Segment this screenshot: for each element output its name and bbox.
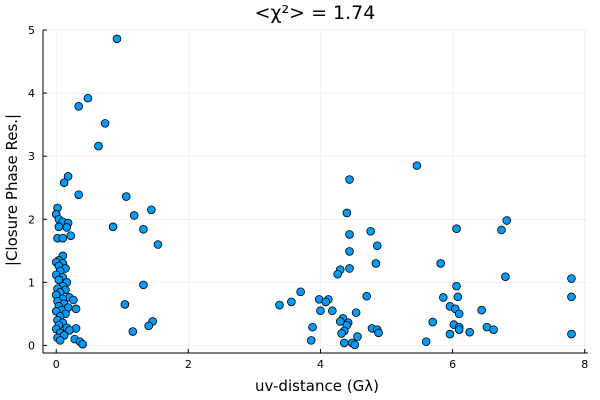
data-point <box>139 280 148 290</box>
data-point <box>374 328 383 338</box>
data-point <box>350 340 360 350</box>
data-point <box>120 300 130 309</box>
data-point <box>372 241 382 251</box>
data-point <box>465 327 475 337</box>
x-tick-label: 4 <box>317 358 324 371</box>
data-point <box>144 321 153 331</box>
data-point <box>58 233 68 243</box>
data-point <box>353 332 362 341</box>
data-point <box>412 161 422 170</box>
data-point <box>306 336 316 345</box>
data-point <box>345 247 354 256</box>
data-point <box>371 259 381 268</box>
data-point <box>69 295 78 305</box>
data-point <box>65 325 74 335</box>
data-point <box>452 224 461 234</box>
data-point <box>502 216 512 225</box>
x-tick-label: 2 <box>185 358 192 371</box>
x-tick-label: 8 <box>581 358 588 371</box>
data-point <box>477 305 486 315</box>
data-point <box>321 297 331 307</box>
data-point <box>121 192 131 201</box>
data-point <box>54 275 64 285</box>
data-point <box>567 292 576 302</box>
x-tick-label: 6 <box>449 358 456 371</box>
data-point <box>452 281 461 291</box>
data-point <box>108 222 118 232</box>
data-point <box>316 306 325 316</box>
data-point <box>74 190 83 199</box>
data-point <box>83 93 93 103</box>
data-point <box>345 175 354 184</box>
data-point <box>63 172 73 181</box>
data-point <box>59 178 69 187</box>
data-point <box>74 102 83 111</box>
data-point <box>287 297 296 307</box>
x-axis-label: uv-distance (Gλ) <box>255 377 379 395</box>
data-point <box>362 291 371 301</box>
x-tick-label: 0 <box>53 358 60 371</box>
data-point <box>567 274 576 283</box>
data-point <box>351 308 361 317</box>
y-tick-label: 1 <box>28 276 35 289</box>
data-point <box>129 211 139 220</box>
data-point <box>497 225 506 235</box>
data-point <box>112 34 122 44</box>
data-point <box>71 304 81 314</box>
data-point <box>94 141 103 151</box>
chart-title: <χ²> = 1.74 <box>255 2 376 24</box>
y-tick-label: 2 <box>28 213 35 226</box>
data-point <box>62 223 72 232</box>
y-axis-label: |Closure Phase Res.| <box>3 114 21 266</box>
data-point <box>454 325 464 334</box>
data-points <box>51 34 576 350</box>
data-point <box>339 338 349 348</box>
data-point <box>100 119 110 128</box>
data-point <box>128 327 138 336</box>
data-point <box>445 329 455 339</box>
data-point <box>345 230 354 239</box>
data-point <box>567 329 576 339</box>
y-tick-label: 4 <box>28 87 35 100</box>
data-point <box>436 259 445 268</box>
data-point <box>55 336 65 345</box>
data-point <box>421 337 431 346</box>
data-point <box>345 264 354 273</box>
data-point <box>333 269 342 279</box>
tick-labels: 0 2 4 6 8 0 1 2 3 4 5 <box>28 24 588 371</box>
y-tick-label: 3 <box>28 150 35 163</box>
data-point <box>428 317 438 327</box>
data-point <box>54 222 64 232</box>
y-tick-label: 5 <box>28 24 35 37</box>
data-point <box>66 231 76 240</box>
data-point <box>78 339 87 349</box>
data-point <box>275 300 284 310</box>
data-point <box>308 322 317 332</box>
grid-lines <box>43 29 588 353</box>
data-point <box>439 293 448 302</box>
data-point <box>139 225 148 234</box>
data-point <box>296 287 305 297</box>
data-point <box>501 272 510 281</box>
data-point <box>147 205 156 215</box>
data-point <box>454 309 464 319</box>
data-point <box>453 292 463 302</box>
data-point <box>328 306 337 316</box>
data-point <box>366 226 375 236</box>
axes <box>42 29 588 354</box>
y-tick-label: 0 <box>28 339 35 352</box>
data-point <box>337 329 346 338</box>
data-point <box>489 325 498 334</box>
data-point <box>153 240 163 249</box>
data-point <box>342 208 352 218</box>
